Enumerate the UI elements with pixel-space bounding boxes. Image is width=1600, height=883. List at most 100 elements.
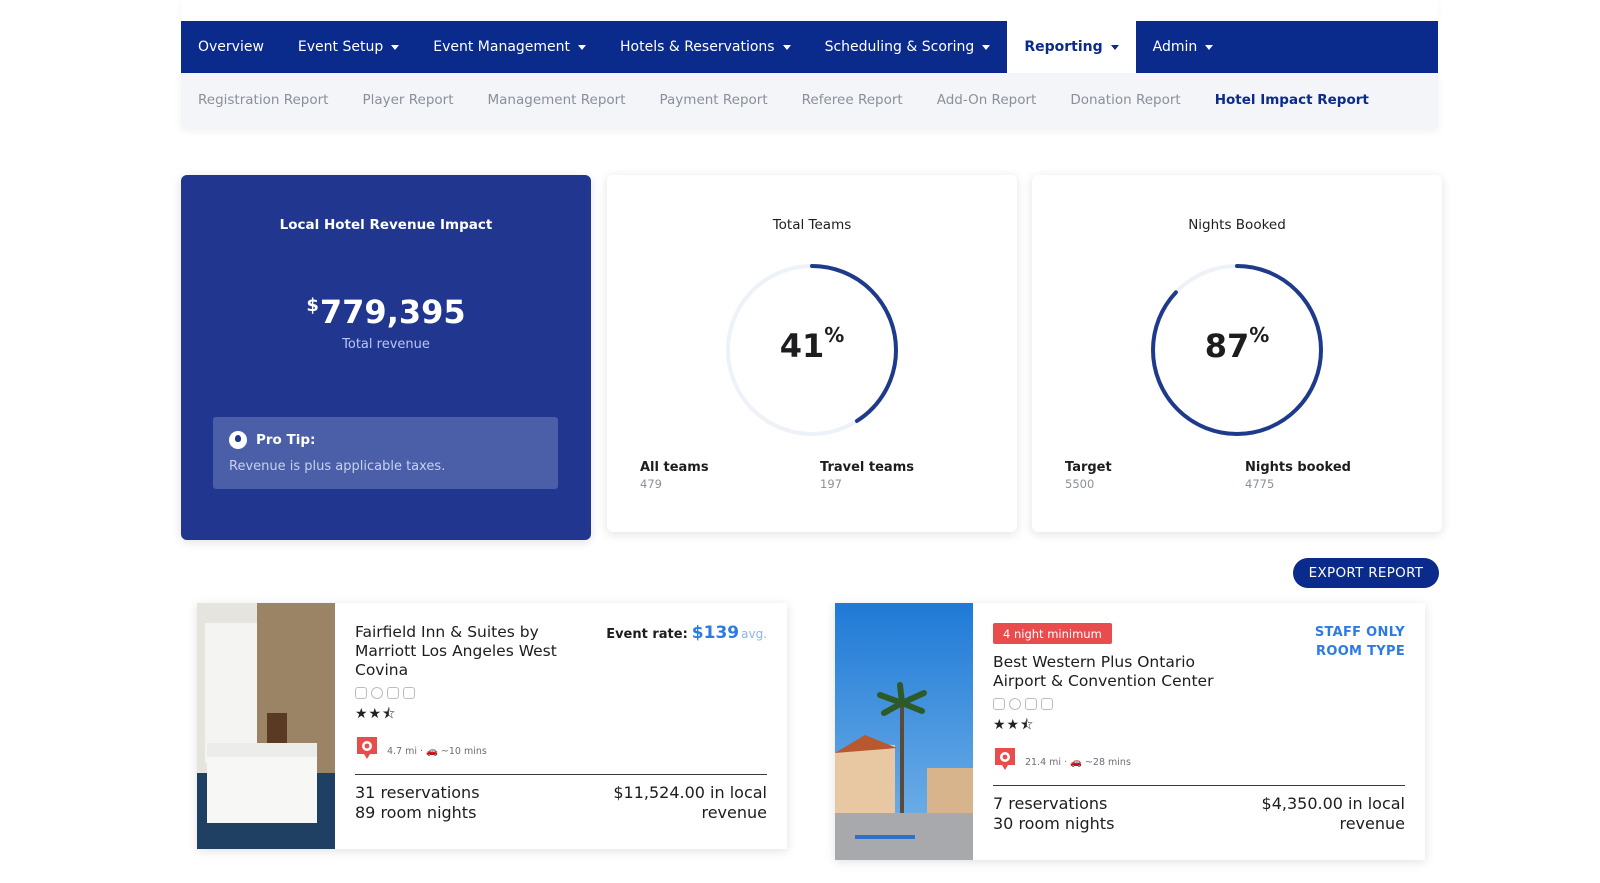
nights-progress-ring	[1151, 264, 1323, 436]
nights-right-legend: Nights booked 4775	[1245, 460, 1351, 491]
divider	[993, 785, 1405, 786]
subnav-management-report[interactable]: Management Report	[487, 92, 626, 108]
amenities-row	[355, 687, 415, 699]
event-rate: Event rate: $139 avg.	[606, 623, 767, 643]
breakfast-icon	[355, 687, 367, 699]
teams-percent-value: 41	[779, 327, 825, 365]
night-minimum-badge: 4 night minimum	[993, 623, 1112, 644]
target-value: 5500	[1065, 477, 1095, 491]
teams-left-legend: All teams 479	[640, 460, 709, 491]
travel-teams-label: Travel teams	[820, 460, 914, 475]
teams-title: Total Teams	[772, 217, 852, 233]
nav-admin[interactable]: Admin	[1136, 21, 1231, 73]
nights-percent-value: 87	[1204, 327, 1250, 365]
divider	[355, 774, 767, 775]
nav-hotels-reservations[interactable]: Hotels & Reservations	[603, 21, 808, 73]
parking-icon	[1009, 698, 1021, 710]
map-pin-icon[interactable]	[993, 746, 1017, 772]
caret-down-icon	[578, 44, 587, 50]
caret-down-icon	[782, 44, 791, 50]
subnav-player-report[interactable]: Player Report	[362, 92, 454, 108]
percent-sign: %	[1249, 323, 1270, 347]
local-revenue: $4,350.00 in local revenue	[1261, 794, 1405, 833]
subnav-add-on-report[interactable]: Add-On Report	[936, 92, 1037, 108]
reservations-count: 31 reservations	[355, 783, 480, 802]
report-subnav: Registration Report Player Report Manage…	[181, 73, 1438, 127]
caret-down-icon	[391, 44, 400, 50]
nav-label: Admin	[1152, 39, 1198, 55]
nights-booked-value: 4775	[1245, 477, 1275, 491]
revenue-card: Local Hotel Revenue Impact $779,395 Tota…	[181, 175, 591, 540]
export-report-button[interactable]: EXPORT REPORT	[1293, 558, 1439, 588]
star-rating: ★★⯪	[355, 706, 397, 722]
hotel-card[interactable]: Fairfield Inn & Suites by Marriott Los A…	[197, 603, 787, 849]
caret-down-icon	[1205, 44, 1214, 50]
hotel-body: 4 night minimum STAFF ONLY ROOM TYPE Bes…	[993, 603, 1405, 860]
breakfast-icon	[993, 698, 1005, 710]
ring-progress	[726, 264, 898, 436]
nights-booked-label: Nights booked	[1245, 460, 1351, 475]
teams-progress-ring	[726, 264, 898, 436]
teams-right-legend: Travel teams 197	[820, 460, 914, 491]
all-teams-label: All teams	[640, 460, 709, 475]
top-strip	[181, 0, 1438, 21]
pro-tip-title: Pro Tip:	[256, 432, 316, 448]
subnav-referee-report[interactable]: Referee Report	[801, 92, 903, 108]
hotel-name[interactable]: Fairfield Inn & Suites by Marriott Los A…	[355, 623, 557, 679]
parking-icon	[371, 687, 383, 699]
map-pin-icon[interactable]	[355, 735, 379, 761]
caret-down-icon	[1110, 44, 1119, 50]
nav-event-setup[interactable]: Event Setup	[281, 21, 416, 73]
nav-reporting[interactable]: Reporting	[1007, 21, 1136, 73]
reservations-count: 7 reservations	[993, 794, 1108, 813]
ring-progress	[1151, 264, 1323, 436]
wifi-icon	[1025, 698, 1037, 710]
amenities-row	[993, 698, 1053, 710]
nav-event-management[interactable]: Event Management	[416, 21, 603, 73]
currency-symbol: $	[306, 295, 319, 316]
nav-label: Overview	[198, 39, 264, 55]
revenue-value: 779,395	[319, 293, 466, 331]
event-rate-avg: avg.	[741, 627, 767, 641]
hotel-card[interactable]: 4 night minimum STAFF ONLY ROOM TYPE Bes…	[835, 603, 1425, 860]
pro-tip-text: Revenue is plus applicable taxes.	[229, 459, 446, 474]
revenue-subtitle: Total revenue	[342, 337, 430, 352]
percent-sign: %	[824, 323, 845, 347]
subnav-hotel-impact-report[interactable]: Hotel Impact Report	[1214, 92, 1369, 108]
nav-label: Hotels & Reservations	[620, 39, 775, 55]
caret-down-icon	[982, 44, 991, 50]
pool-icon	[403, 687, 415, 699]
nav-label: Scheduling & Scoring	[824, 39, 975, 55]
subnav-registration-report[interactable]: Registration Report	[198, 92, 329, 108]
room-nights-count: 89 room nights	[355, 803, 477, 822]
room-nights-count: 30 room nights	[993, 814, 1115, 833]
revenue-title: Local Hotel Revenue Impact	[279, 217, 493, 233]
revenue-amount: $779,395	[181, 293, 591, 331]
travel-teams-value: 197	[820, 477, 842, 491]
pro-tip-box: Pro Tip: Revenue is plus applicable taxe…	[213, 417, 558, 489]
hotel-room-photo	[197, 603, 335, 849]
nav-label: Reporting	[1024, 39, 1103, 55]
nav-label: Event Setup	[297, 39, 384, 55]
primary-nav: Overview Event Setup Event Management Ho…	[181, 21, 1438, 73]
total-teams-card: Total Teams 41% All teams 479 Travel tea…	[607, 175, 1017, 532]
event-rate-price: $139	[691, 623, 740, 643]
nights-left-legend: Target 5500	[1065, 460, 1112, 491]
wifi-icon	[387, 687, 399, 699]
local-revenue: $11,524.00 in local revenue	[613, 783, 767, 822]
reservations-summary: 7 reservations 30 room nights	[993, 794, 1114, 834]
hotel-exterior-photo	[835, 603, 973, 860]
nav-label: Event Management	[433, 39, 571, 55]
star-rating: ★★⯪	[993, 717, 1035, 733]
event-rate-label: Event rate:	[606, 627, 688, 642]
pool-icon	[1041, 698, 1053, 710]
nav-overview[interactable]: Overview	[181, 21, 281, 73]
hotel-body: Fairfield Inn & Suites by Marriott Los A…	[355, 603, 767, 849]
nights-title: Nights Booked	[1188, 217, 1286, 233]
hotel-name[interactable]: Best Western Plus Ontario Airport & Conv…	[993, 653, 1214, 690]
nights-percent-label: 87%	[1032, 323, 1442, 365]
nav-scheduling-scoring[interactable]: Scheduling & Scoring	[808, 21, 1008, 73]
subnav-donation-report[interactable]: Donation Report	[1070, 92, 1181, 108]
subnav-payment-report[interactable]: Payment Report	[659, 92, 768, 108]
